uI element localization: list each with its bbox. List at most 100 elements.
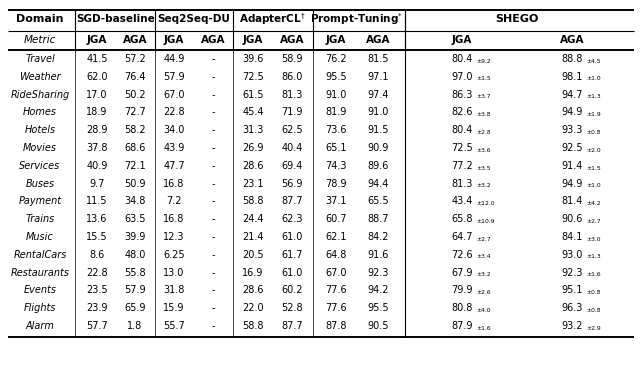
Text: Buses: Buses xyxy=(26,178,54,189)
Text: Events: Events xyxy=(24,286,56,296)
Text: 28.6: 28.6 xyxy=(243,286,264,296)
Text: ±2.6: ±2.6 xyxy=(476,290,491,295)
Text: 96.3: 96.3 xyxy=(561,303,582,313)
Text: 72.5: 72.5 xyxy=(242,72,264,82)
Text: -: - xyxy=(211,107,215,117)
Text: 94.9: 94.9 xyxy=(561,178,582,189)
Text: RentalCars: RentalCars xyxy=(13,250,67,260)
Text: 77.6: 77.6 xyxy=(325,303,347,313)
Text: ±0.8: ±0.8 xyxy=(586,308,601,313)
Text: ±10.9: ±10.9 xyxy=(476,219,495,224)
Text: 34.8: 34.8 xyxy=(124,197,146,206)
Text: 48.0: 48.0 xyxy=(124,250,146,260)
Text: JGA: JGA xyxy=(87,35,107,45)
Text: 58.9: 58.9 xyxy=(281,54,303,64)
Text: Movies: Movies xyxy=(23,143,57,153)
Text: 50.2: 50.2 xyxy=(124,89,146,100)
Text: 62.3: 62.3 xyxy=(281,214,303,224)
Text: 34.0: 34.0 xyxy=(163,125,185,135)
Text: ±2.8: ±2.8 xyxy=(476,130,491,135)
Text: 92.3: 92.3 xyxy=(367,268,388,277)
Text: AdapterCL$^{\dagger}$: AdapterCL$^{\dagger}$ xyxy=(239,11,306,27)
Text: 76.2: 76.2 xyxy=(325,54,347,64)
Text: 89.6: 89.6 xyxy=(367,161,388,171)
Text: 43.4: 43.4 xyxy=(451,197,473,206)
Text: Alarm: Alarm xyxy=(26,321,54,331)
Text: -: - xyxy=(211,178,215,189)
Text: 95.1: 95.1 xyxy=(561,286,583,296)
Text: -: - xyxy=(211,303,215,313)
Text: 98.1: 98.1 xyxy=(561,72,582,82)
Text: Prompt-Tuning$^{*}$: Prompt-Tuning$^{*}$ xyxy=(310,11,404,27)
Text: 93.2: 93.2 xyxy=(561,321,583,331)
Text: AGA: AGA xyxy=(560,35,584,45)
Text: 37.8: 37.8 xyxy=(86,143,108,153)
Text: 92.3: 92.3 xyxy=(561,268,583,277)
Text: ±1.9: ±1.9 xyxy=(586,112,601,117)
Text: 1.8: 1.8 xyxy=(127,321,143,331)
Text: ±3.6: ±3.6 xyxy=(476,148,491,153)
Text: Payment: Payment xyxy=(19,197,61,206)
Text: Trains: Trains xyxy=(26,214,54,224)
Text: ±12.0: ±12.0 xyxy=(476,201,495,206)
Text: ±2.9: ±2.9 xyxy=(586,326,601,331)
Text: 72.1: 72.1 xyxy=(124,161,146,171)
Text: ±1.6: ±1.6 xyxy=(586,272,601,277)
Text: 23.5: 23.5 xyxy=(86,286,108,296)
Text: 57.7: 57.7 xyxy=(86,321,108,331)
Text: 9.7: 9.7 xyxy=(90,178,105,189)
Text: 65.1: 65.1 xyxy=(325,143,347,153)
Text: 77.2: 77.2 xyxy=(451,161,473,171)
Text: 84.1: 84.1 xyxy=(561,232,582,242)
Text: 28.9: 28.9 xyxy=(86,125,108,135)
Text: ±3.0: ±3.0 xyxy=(586,237,601,242)
Text: 37.1: 37.1 xyxy=(325,197,347,206)
Text: 58.8: 58.8 xyxy=(243,321,264,331)
Text: 7.2: 7.2 xyxy=(166,197,182,206)
Text: 91.0: 91.0 xyxy=(325,89,347,100)
Text: 41.5: 41.5 xyxy=(86,54,108,64)
Text: 72.6: 72.6 xyxy=(451,250,473,260)
Text: 87.9: 87.9 xyxy=(451,321,473,331)
Text: 40.9: 40.9 xyxy=(86,161,108,171)
Text: JGA: JGA xyxy=(164,35,184,45)
Text: 65.5: 65.5 xyxy=(367,197,389,206)
Text: AGA: AGA xyxy=(201,35,225,45)
Text: -: - xyxy=(211,143,215,153)
Text: -: - xyxy=(211,268,215,277)
Text: 57.9: 57.9 xyxy=(124,286,146,296)
Text: -: - xyxy=(211,197,215,206)
Text: 69.4: 69.4 xyxy=(282,161,303,171)
Text: ±3.5: ±3.5 xyxy=(476,166,491,170)
Text: 90.5: 90.5 xyxy=(367,321,388,331)
Text: JGA: JGA xyxy=(243,35,263,45)
Text: -: - xyxy=(211,89,215,100)
Text: -: - xyxy=(211,54,215,64)
Text: 60.2: 60.2 xyxy=(281,286,303,296)
Text: 87.7: 87.7 xyxy=(281,321,303,331)
Text: 23.9: 23.9 xyxy=(86,303,108,313)
Text: AGA: AGA xyxy=(280,35,304,45)
Text: 67.0: 67.0 xyxy=(325,268,347,277)
Text: 80.8: 80.8 xyxy=(451,303,473,313)
Text: 97.1: 97.1 xyxy=(367,72,388,82)
Text: Restaurants: Restaurants xyxy=(10,268,70,277)
Text: ±4.0: ±4.0 xyxy=(476,308,491,313)
Text: -: - xyxy=(211,232,215,242)
Text: ±2.0: ±2.0 xyxy=(586,148,601,153)
Text: ±1.3: ±1.3 xyxy=(586,94,601,99)
Text: 65.8: 65.8 xyxy=(451,214,473,224)
Text: 8.6: 8.6 xyxy=(90,250,104,260)
Text: ±1.5: ±1.5 xyxy=(586,166,601,170)
Text: AGA: AGA xyxy=(365,35,390,45)
Text: Metric: Metric xyxy=(24,35,56,45)
Text: 16.9: 16.9 xyxy=(243,268,264,277)
Text: 88.7: 88.7 xyxy=(367,214,388,224)
Text: 24.4: 24.4 xyxy=(243,214,264,224)
Text: 64.8: 64.8 xyxy=(325,250,347,260)
Text: ±2.7: ±2.7 xyxy=(586,219,601,224)
Text: 63.5: 63.5 xyxy=(124,214,146,224)
Text: -: - xyxy=(211,286,215,296)
Text: 81.9: 81.9 xyxy=(325,107,347,117)
Text: -: - xyxy=(211,214,215,224)
